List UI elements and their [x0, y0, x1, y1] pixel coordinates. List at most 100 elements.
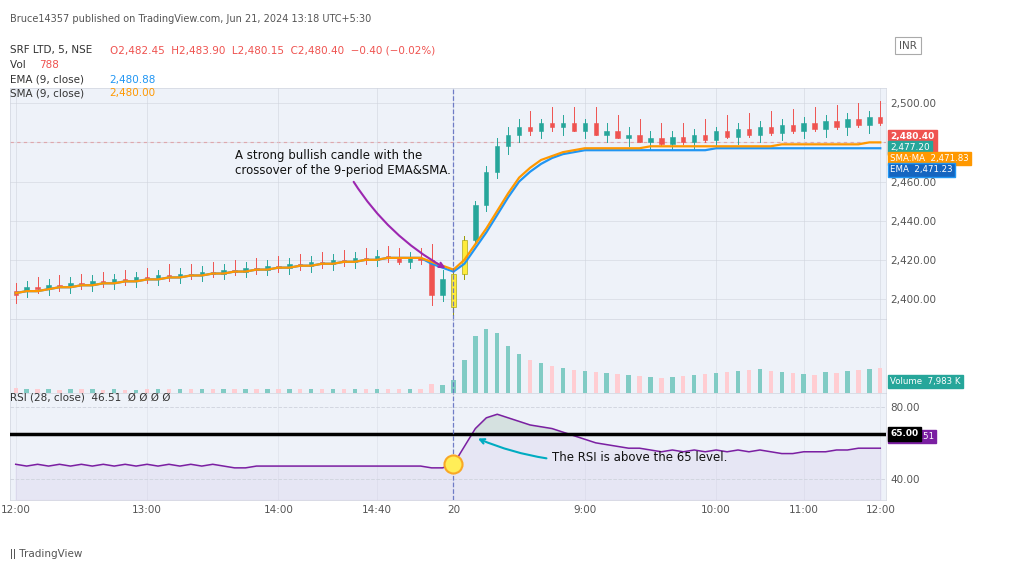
Bar [276, 389, 281, 393]
Bar [101, 281, 105, 283]
Bar [254, 389, 259, 393]
Bar [298, 389, 302, 393]
Bar [473, 205, 477, 240]
Bar [419, 389, 423, 393]
Bar [725, 131, 729, 137]
Bar [319, 389, 325, 393]
Bar [769, 127, 773, 133]
Bar [495, 146, 500, 172]
Bar [309, 389, 313, 393]
Bar [452, 273, 456, 307]
Bar [856, 119, 860, 125]
Bar [462, 240, 467, 273]
Text: RSI (28, close)  46.51  Ø Ø Ø Ø: RSI (28, close) 46.51 Ø Ø Ø Ø [10, 393, 171, 403]
Bar [528, 127, 532, 131]
Bar [36, 287, 40, 289]
Bar [835, 373, 839, 393]
Bar [835, 121, 839, 127]
Bar [13, 291, 17, 295]
Bar [791, 125, 795, 131]
Bar [692, 134, 696, 142]
Bar [856, 370, 860, 393]
Bar [769, 371, 773, 393]
Bar [134, 277, 138, 281]
Bar [506, 134, 510, 146]
Bar [561, 368, 565, 393]
Bar [670, 377, 675, 393]
Bar [276, 266, 281, 268]
Bar [200, 272, 204, 276]
Bar [746, 370, 752, 393]
Bar [156, 276, 160, 280]
Text: 2,480.40
01:46: 2,480.40 01:46 [890, 132, 934, 151]
Bar [812, 375, 817, 393]
Bar [221, 270, 226, 273]
Bar [637, 376, 642, 393]
Bar [659, 138, 664, 144]
Bar [123, 280, 127, 281]
Text: RSI  63.51: RSI 63.51 [890, 432, 934, 441]
Text: ǀǀ TradingView: ǀǀ TradingView [10, 549, 83, 559]
Text: 788: 788 [39, 60, 58, 71]
Bar [539, 123, 543, 131]
Bar [736, 371, 740, 393]
Bar [659, 379, 664, 393]
Text: Vol: Vol [10, 60, 33, 71]
Bar [703, 134, 708, 141]
Bar [13, 389, 17, 393]
Bar [725, 372, 729, 393]
Bar [211, 272, 215, 273]
Bar [69, 389, 73, 393]
Bar [188, 389, 193, 393]
Bar [429, 260, 434, 295]
Bar [594, 123, 598, 134]
Bar [802, 123, 806, 131]
Bar [550, 123, 554, 127]
Bar [178, 389, 182, 393]
Bar [539, 363, 543, 393]
Bar [309, 262, 313, 266]
Bar [79, 283, 84, 285]
Text: 2,480.88: 2,480.88 [110, 75, 156, 85]
Bar [867, 117, 871, 125]
Bar [758, 127, 762, 134]
Bar [484, 172, 488, 205]
Bar [779, 125, 784, 133]
Bar [319, 262, 325, 264]
Bar [156, 389, 160, 393]
Bar [681, 137, 685, 142]
Bar [178, 273, 182, 277]
Bar [615, 374, 620, 393]
Bar [571, 370, 577, 393]
Bar [386, 256, 390, 258]
Bar [386, 389, 390, 393]
Bar [90, 389, 94, 393]
Bar [681, 376, 685, 393]
Bar [408, 389, 412, 393]
Bar [287, 264, 292, 268]
Bar [517, 127, 521, 134]
Text: O2,482.45  H2,483.90  L2,480.15  C2,480.40  −0.40 (−0.02%): O2,482.45 H2,483.90 L2,480.15 C2,480.40 … [110, 45, 435, 55]
Bar [46, 389, 51, 393]
Bar [79, 389, 84, 393]
Bar [342, 260, 346, 262]
Bar [265, 266, 269, 270]
Bar [244, 389, 248, 393]
Bar [517, 354, 521, 393]
Bar [615, 131, 620, 138]
Bar [57, 285, 61, 287]
Bar [221, 389, 226, 393]
Bar [879, 117, 883, 123]
Bar [583, 123, 587, 131]
Bar [823, 372, 827, 393]
Bar [25, 389, 29, 393]
Bar [144, 277, 150, 280]
Bar [287, 389, 292, 393]
Bar [594, 372, 598, 393]
Bar [627, 375, 631, 393]
Bar [779, 372, 784, 393]
Text: 65.00: 65.00 [890, 429, 919, 438]
Text: INR: INR [899, 41, 916, 51]
Bar [627, 134, 631, 138]
Bar [462, 360, 467, 393]
